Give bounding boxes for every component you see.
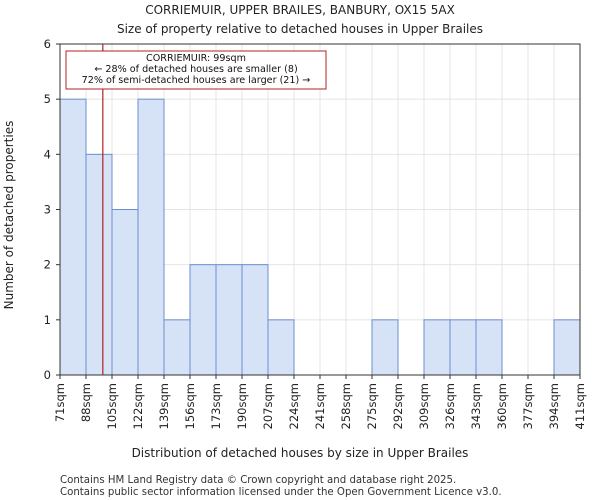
bar-122sqm xyxy=(137,98,165,376)
y-tick-label: 6 xyxy=(44,37,51,51)
annotation-box: CORRIEMUIR: 99sqm ← 28% of detached hous… xyxy=(65,50,327,90)
bar-88sqm xyxy=(85,153,113,376)
annotation-line-1: CORRIEMUIR: 99sqm xyxy=(146,53,246,64)
y-tick-label: 4 xyxy=(44,147,51,161)
y-ticks: 0 1 2 3 4 5 6 xyxy=(44,37,60,382)
bar-105sqm xyxy=(111,209,139,376)
bar-275sqm xyxy=(371,319,399,376)
x-tick-label: 139sqm xyxy=(157,383,171,429)
footer-line-2: Contains public sector information licen… xyxy=(60,487,502,498)
x-tick-label: 292sqm xyxy=(391,383,405,429)
x-tick-label: 207sqm xyxy=(261,383,275,429)
y-tick-label: 1 xyxy=(44,313,51,327)
x-tick-label: 173sqm xyxy=(209,383,223,429)
bar-326sqm xyxy=(449,319,477,376)
bar-343sqm xyxy=(475,319,503,376)
bar-173sqm xyxy=(215,264,243,376)
x-tick-label: 224sqm xyxy=(287,383,301,429)
y-tick-label: 2 xyxy=(44,258,51,272)
x-tick-label: 326sqm xyxy=(443,383,457,429)
x-tick-label: 275sqm xyxy=(365,383,379,429)
bar-139sqm xyxy=(163,319,191,376)
x-tick-label: 71sqm xyxy=(53,383,67,422)
bar-156sqm xyxy=(189,264,217,376)
x-tick-label: 156sqm xyxy=(183,383,197,429)
x-tick-label: 122sqm xyxy=(131,383,145,429)
bar-71sqm xyxy=(59,98,87,376)
x-tick-label: 394sqm xyxy=(547,383,561,429)
annotation-line-2: ← 28% of detached houses are smaller (8) xyxy=(94,64,297,75)
x-tick-label: 258sqm xyxy=(339,383,353,429)
x-axis-label: Distribution of detached houses by size … xyxy=(132,446,469,460)
bar-190sqm xyxy=(241,264,269,376)
x-tick-label: 343sqm xyxy=(469,383,483,429)
chart-subtitle: Size of property relative to detached ho… xyxy=(117,22,483,36)
x-ticks: 71sqm 88sqm 105sqm 122sqm 139sqm 156sqm 173sqm… xyxy=(53,375,587,429)
bars xyxy=(59,98,581,376)
x-tick-label: 377sqm xyxy=(521,383,535,429)
x-tick-label: 411sqm xyxy=(573,383,587,429)
x-tick-label: 360sqm xyxy=(495,383,509,429)
bar-394sqm xyxy=(553,319,581,376)
footer-line-1: Contains HM Land Registry data © Crown c… xyxy=(60,475,456,486)
x-tick-label: 241sqm xyxy=(313,383,327,429)
x-tick-label: 88sqm xyxy=(79,383,93,422)
y-axis-label: Number of detached properties xyxy=(2,121,16,310)
chart-title: CORRIEMUIR, UPPER BRAILES, BANBURY, OX15… xyxy=(145,3,455,17)
y-tick-label: 5 xyxy=(44,92,51,106)
y-tick-label: 3 xyxy=(44,203,51,217)
x-tick-label: 309sqm xyxy=(417,383,431,429)
annotation-line-3: 72% of semi-detached houses are larger (… xyxy=(82,75,311,86)
x-tick-label: 105sqm xyxy=(105,383,119,429)
y-tick-label: 0 xyxy=(44,368,51,382)
bar-309sqm xyxy=(423,319,451,376)
bar-207sqm xyxy=(267,319,295,376)
x-tick-label: 190sqm xyxy=(235,383,249,429)
